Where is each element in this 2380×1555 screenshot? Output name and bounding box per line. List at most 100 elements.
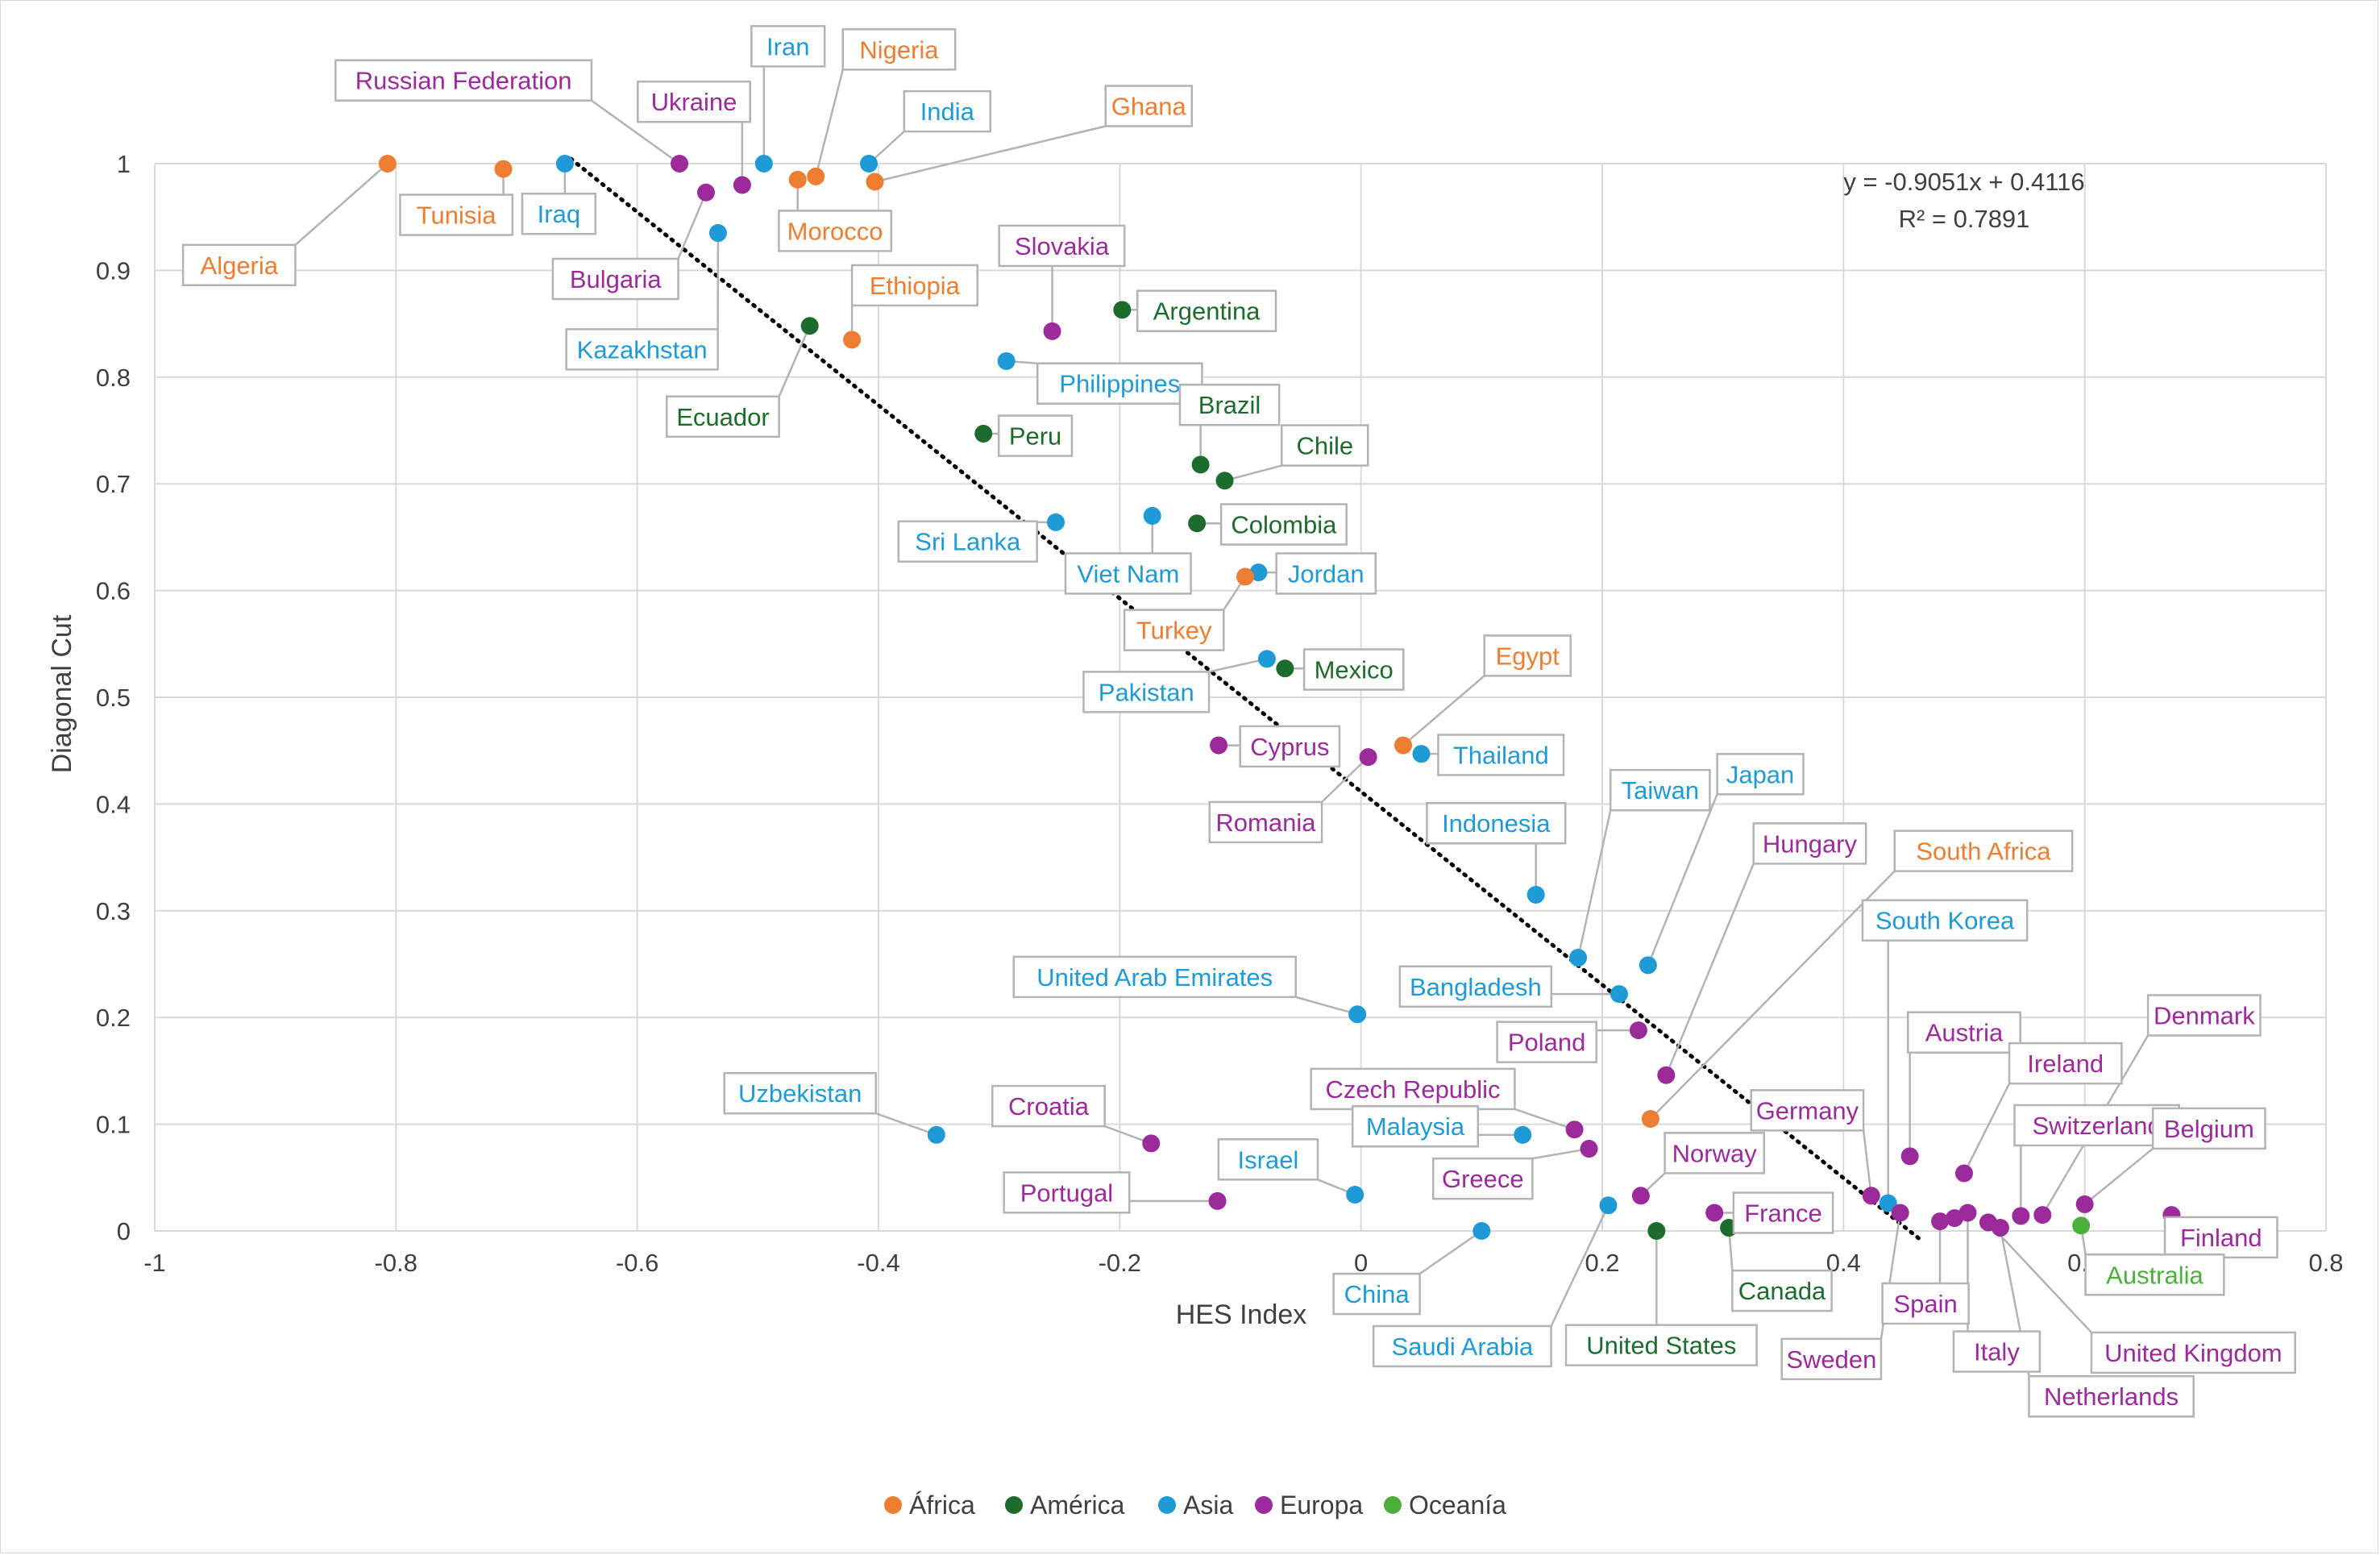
y-tick-label: 0.3 [96,897,131,925]
data-label-text: Pakistan [1099,678,1194,706]
data-label-box [1136,289,1277,332]
data-point [1412,745,1431,763]
data-point [1191,455,1210,474]
data-label: South Korea [1861,899,2029,942]
data-label-text: Cyprus [1250,733,1329,761]
leader-line [1418,1229,1483,1275]
data-label: Colombia [1219,503,1348,546]
leader-line [1224,464,1282,482]
x-tick-label: -1 [143,1249,166,1277]
data-label-text: Saudi Arabia [1391,1333,1534,1361]
data-point [1580,1140,1598,1158]
data-label: India [903,89,992,133]
data-label-box [1351,1104,1480,1148]
data-point [1208,1191,1227,1210]
leader-line [1576,809,1612,958]
data-point [1047,513,1065,531]
data-label-box [1332,1272,1421,1316]
data-label-text: Germany [1756,1096,1859,1125]
data-label-text: Sri Lanka [915,528,1021,556]
data-label: Indonesia [1426,801,1567,845]
data-label-box [1664,1132,1766,1175]
data-label: Poland [1496,1021,1598,1063]
data-label: Sweden [1780,1337,1883,1381]
data-label-box [2084,1254,2225,1296]
data-label-box [1310,1067,1516,1111]
data-label-text: Greece [1442,1165,1524,1193]
data-label-text: Finland [2180,1224,2262,1252]
leader-line [874,125,1107,183]
data-label: Pakistan [1082,671,1211,713]
data-label: Czech Republic [1310,1067,1516,1111]
data-label-box [1564,1324,1758,1366]
data-label-text: Denmark [2154,1002,2255,1030]
data-label: Spain [1881,1282,1970,1325]
leader-line [1665,863,1755,1076]
data-label-text: Italy [1974,1338,2020,1366]
data-label-box [1750,1089,1865,1132]
x-tick-label: 0.2 [1585,1249,1619,1277]
data-point [696,183,715,202]
leader-line [814,69,844,177]
data-label-box [1281,424,1369,467]
trendline-path [568,156,1925,1243]
data-label-box [399,193,514,236]
data-point [733,176,751,194]
data-point [1639,956,1657,975]
data-point [843,331,862,349]
data-label-text: Portugal [1020,1179,1113,1207]
data-label-text: Bulgaria [570,265,662,293]
data-point [1958,1204,1977,1222]
data-label-box [998,224,1126,268]
data-label-box [1372,1324,1552,1368]
data-point [860,155,878,173]
data-label: Netherlands [2028,1374,2195,1418]
data-label-box [334,59,593,102]
x-axis-ticks: -1-0.8-0.6-0.4-0.200.20.40.60.8 [143,1249,2343,1277]
data-label-text: Colombia [1231,511,1337,539]
data-label-box [565,328,719,371]
y-tick-label: 1 [117,150,131,178]
data-label-box [991,1084,1106,1128]
data-label-box [1609,768,1711,812]
data-label-box [1398,965,1553,1008]
legend-label: Oceanía [1409,1491,1506,1520]
data-point [2012,1207,2030,1225]
leader-line [1862,1130,1872,1196]
x-tick-label: -0.4 [857,1249,899,1277]
x-tick-label: -0.8 [375,1249,417,1277]
leader-line [778,325,811,397]
data-point [378,155,397,173]
leader-line [1402,675,1485,746]
data-point [866,173,884,191]
data-label-box [903,89,992,133]
data-point [1142,1134,1161,1153]
y-axis-title: Diagonal Cut [47,614,77,773]
data-label-text: Argentina [1153,297,1261,326]
y-tick-label: 0.4 [96,790,131,818]
leader-line [1987,1221,2092,1333]
data-label: Ecuador [665,395,780,439]
data-label-box [2028,1374,2195,1418]
data-label-text: Canada [1738,1277,1826,1305]
legend-label: Europa [1280,1491,1363,1520]
data-label: Mexico [1302,648,1405,691]
leader-line [2083,1147,2154,1205]
data-label-box [1003,1171,1131,1214]
data-label-box [2151,1107,2266,1150]
leader-line [1321,756,1369,803]
data-label-box [637,80,751,123]
data-label: Bulgaria [551,257,679,301]
data-point [1394,736,1413,755]
leader-line [677,192,708,260]
data-point [1514,1125,1532,1144]
data-point [1946,1209,1964,1228]
data-point [1113,301,1132,319]
data-point [1599,1196,1618,1215]
data-label: Austria [1907,1011,2021,1054]
data-label-text: Ecuador [676,403,769,431]
data-label-box [1275,552,1377,595]
data-label-text: Nigeria [859,35,939,64]
data-label-text: Mexico [1315,656,1394,684]
